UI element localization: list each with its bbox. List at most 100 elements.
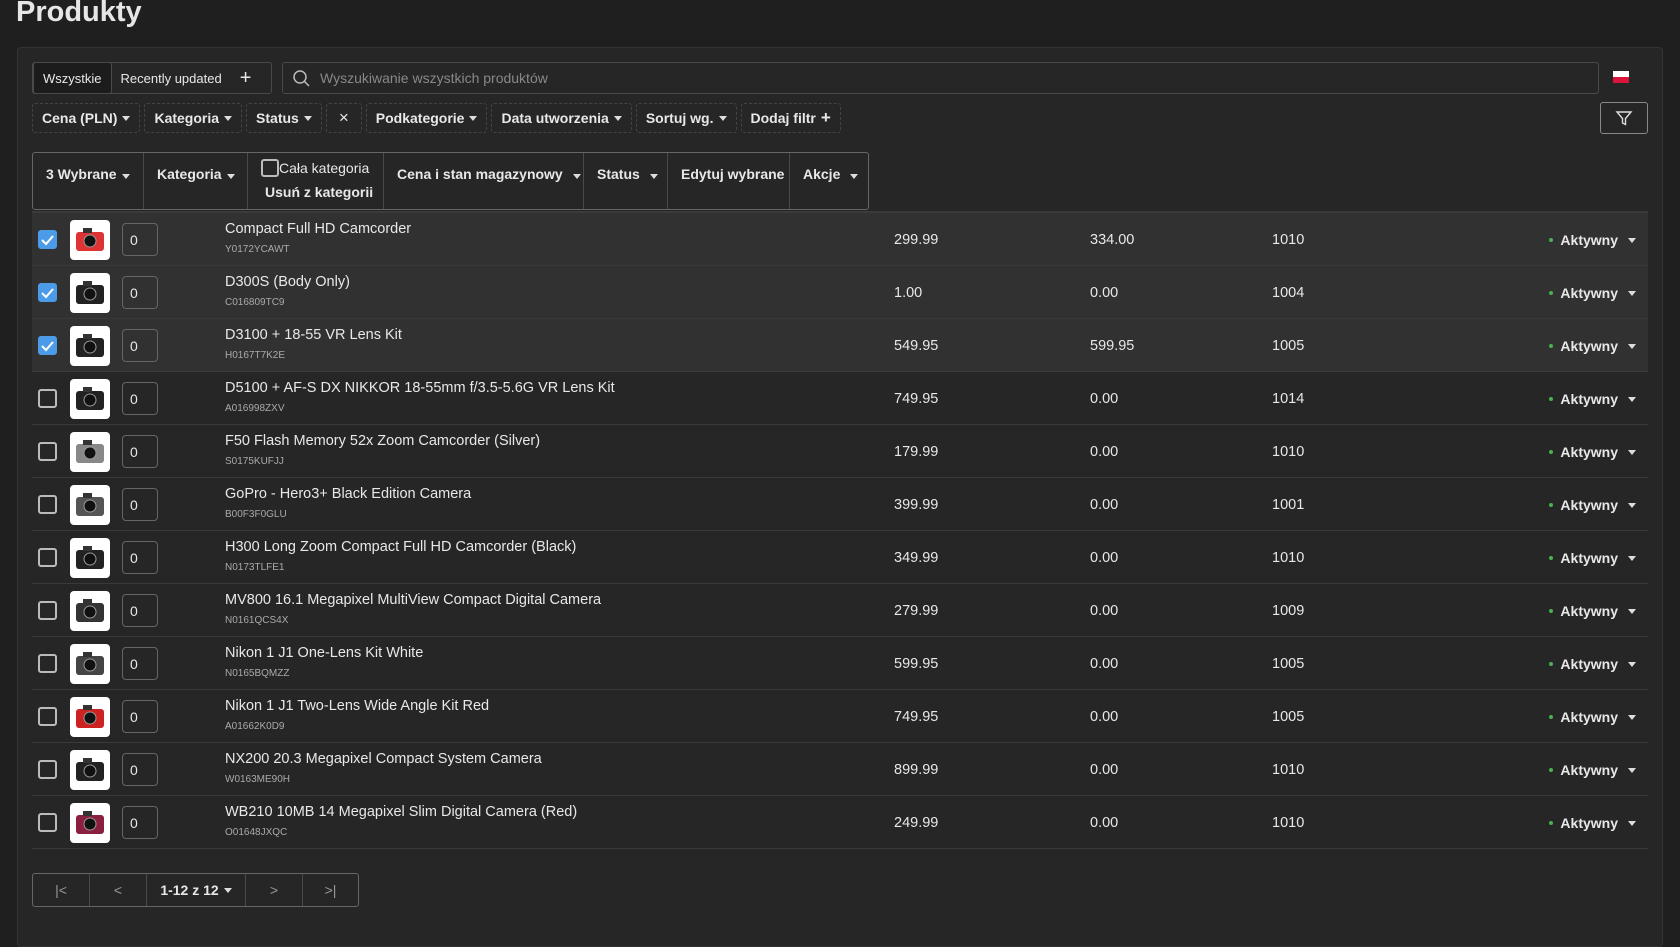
clear-filter[interactable]: × [325,103,362,133]
product-row[interactable]: 0 WB210 10MB 14 Megapixel Slim Digital Ca… [32,796,1648,849]
quantity-input[interactable]: 0 [122,223,158,256]
quantity-input[interactable]: 0 [122,541,158,574]
special-price[interactable]: 0.00 [1090,285,1119,301]
search[interactable]: Wyszukiwanie wszystkich produktów [282,62,1599,94]
product-name[interactable]: D5100 + AF-S DX NIKKOR 18-55mm f/3.5-5.6… [225,380,615,396]
product-name[interactable]: Nikon 1 J1 One-Lens Kit White [225,645,424,661]
quantity-input[interactable]: 0 [122,700,158,733]
price[interactable]: 749.95 [894,709,939,725]
stock[interactable]: 1001 [1272,497,1305,513]
special-price[interactable]: 0.00 [1090,603,1119,619]
price[interactable]: 179.99 [894,444,939,460]
price[interactable]: 549.95 [894,338,939,354]
product-row[interactable]: 0 Nikon 1 J1 Two-Lens Wide Angle Kit Red A… [32,690,1648,743]
product-name[interactable]: NX200 20.3 Megapixel Compact System Came… [225,751,542,767]
first-page[interactable]: |< [33,874,90,906]
special-price[interactable]: 0.00 [1090,815,1119,831]
quantity-input[interactable]: 0 [122,382,158,415]
product-row[interactable]: 0 GoPro - Hero3+ Black Edition Camera B00F… [32,478,1648,531]
product-name[interactable]: Compact Full HD Camcorder [225,221,412,237]
stock[interactable]: 1009 [1272,603,1305,619]
special-price[interactable]: 0.00 [1090,497,1119,513]
product-name[interactable]: GoPro - Hero3+ Black Edition Camera [225,486,472,502]
product-row[interactable]: 0 Compact Full HD Camcorder Y0172YCAWT 299.… [32,213,1648,266]
row-checkbox[interactable] [38,548,57,567]
product-name[interactable]: F50 Flash Memory 52x Zoom Camcorder (Sil… [225,433,541,449]
status-dropdown[interactable]: Status [584,153,668,209]
product-row[interactable]: 0 Nikon 1 J1 One-Lens Kit White N0165BQMZZ… [32,637,1648,690]
selected-dropdown[interactable]: 3 Wybrane [33,153,144,209]
stock[interactable]: 1014 [1272,391,1305,407]
flag[interactable] [1613,71,1629,83]
special-price[interactable]: 599.95 [1090,338,1135,354]
row-checkbox[interactable] [38,442,57,461]
remove-from-category[interactable]: Usuń z kategorii [265,184,374,200]
status-dropdown[interactable]: Aktywny [1549,550,1636,566]
special-price[interactable]: 0.00 [1090,709,1119,725]
status-dropdown[interactable]: Aktywny [1549,656,1636,672]
price[interactable]: 349.99 [894,550,939,566]
stock[interactable]: 1010 [1272,444,1305,460]
filter-button[interactable]: Kategoria [144,103,243,133]
status-dropdown[interactable]: Aktywny [1549,338,1636,354]
product-row[interactable]: 0 H300 Long Zoom Compact Full HD Camcorde… [32,531,1648,584]
product-name[interactable]: H300 Long Zoom Compact Full HD Camcorder… [225,539,577,555]
actions-dropdown[interactable]: Akcje [790,153,868,209]
row-checkbox[interactable] [38,230,57,249]
quantity-input[interactable]: 0 [122,435,158,468]
product-name[interactable]: D300S (Body Only) [225,274,350,290]
status-dropdown[interactable]: Aktywny [1549,444,1636,460]
next-page[interactable]: > [246,874,303,906]
price[interactable]: 749.95 [894,391,939,407]
product-name[interactable]: D3100 + 18-55 VR Lens Kit [225,327,402,343]
edit-selected[interactable]: Edytuj wybrane [668,153,790,209]
row-checkbox[interactable] [38,283,57,302]
product-row[interactable]: 0 MV800 16.1 Megapixel MultiView Compact … [32,584,1648,637]
status-dropdown[interactable]: Aktywny [1549,497,1636,513]
special-price[interactable]: 0.00 [1090,762,1119,778]
stock[interactable]: 1005 [1272,338,1305,354]
stock[interactable]: 1010 [1272,550,1305,566]
prev-page[interactable]: < [90,874,147,906]
checkbox[interactable] [261,159,279,177]
quantity-input[interactable]: 0 [122,753,158,786]
price[interactable]: 599.95 [894,656,939,672]
filter-button[interactable]: Cena (PLN) [32,103,141,133]
status-dropdown[interactable]: Aktywny [1549,391,1636,407]
product-name[interactable]: MV800 16.1 Megapixel MultiView Compact D… [225,592,602,608]
quantity-input[interactable]: 0 [122,329,158,362]
whole-category[interactable]: Cała kategoria [261,159,370,177]
status-dropdown[interactable]: Aktywny [1549,232,1636,248]
stock[interactable]: 1010 [1272,232,1305,248]
price[interactable]: 299.99 [894,232,939,248]
row-checkbox[interactable] [38,601,57,620]
product-row[interactable]: 0 D3100 + 18-55 VR Lens Kit H0167T7K2E 549.… [32,319,1648,372]
add-tab[interactable]: + [239,66,252,89]
row-checkbox[interactable] [38,813,57,832]
filter-button[interactable] [1600,102,1648,134]
row-checkbox[interactable] [38,760,57,779]
special-price[interactable]: 0.00 [1090,391,1119,407]
row-checkbox[interactable] [38,654,57,673]
stock[interactable]: 1010 [1272,815,1305,831]
product-row[interactable]: 0 F50 Flash Memory 52x Zoom Camcorder (Si… [32,425,1648,478]
status-dropdown[interactable]: Aktywny [1549,603,1636,619]
filter-button[interactable]: Data utworzenia [491,103,632,133]
filter-button[interactable]: Sortuj wg. [635,103,737,133]
price[interactable]: 899.99 [894,762,939,778]
status-dropdown[interactable]: Aktywny [1549,285,1636,301]
filter-button[interactable]: Status [246,103,322,133]
row-checkbox[interactable] [38,389,57,408]
status-dropdown[interactable]: Aktywny [1549,709,1636,725]
tab[interactable]: Recently updated [120,70,222,86]
row-checkbox[interactable] [38,336,57,355]
price-stock-dropdown[interactable]: Cena i stan magazynowy [384,153,584,209]
filter-button[interactable]: Podkategorie [365,103,488,133]
special-price[interactable]: 0.00 [1090,550,1119,566]
special-price[interactable]: 334.00 [1090,232,1135,248]
tab[interactable]: Wszystkie [33,62,112,94]
product-name[interactable]: Nikon 1 J1 Two-Lens Wide Angle Kit Red [225,698,490,714]
quantity-input[interactable]: 0 [122,276,158,309]
row-checkbox[interactable] [38,707,57,726]
price[interactable]: 279.99 [894,603,939,619]
